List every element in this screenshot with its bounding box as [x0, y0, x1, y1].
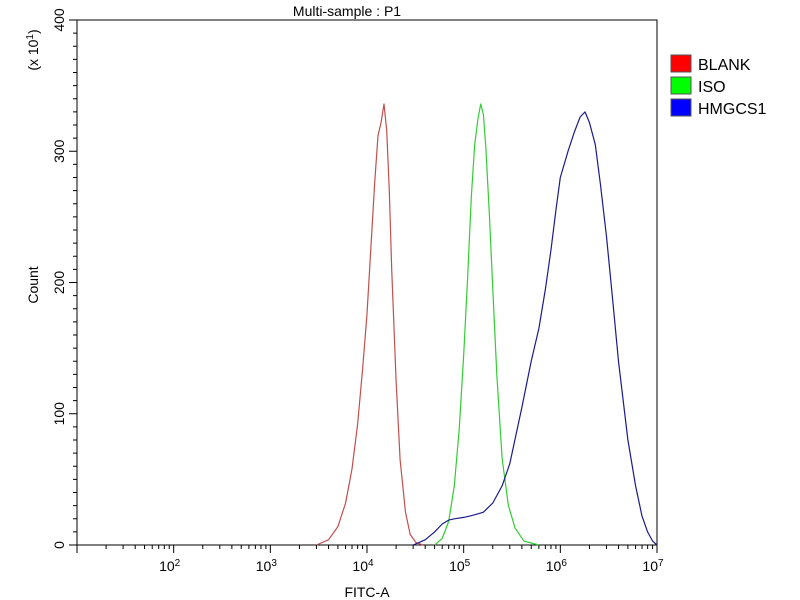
x-axis: 102 103 104 105 106 107: [76, 545, 664, 575]
legend-label-hmgcs1: HMGCS1: [698, 101, 767, 118]
x-tick-label: 104: [352, 558, 374, 575]
x-tick-base: 10: [546, 558, 562, 574]
y-axis-label: Count: [25, 266, 41, 303]
y-tick-label: 100: [51, 402, 67, 426]
legend-swatch-iso: [670, 76, 692, 95]
x-tick-label: 107: [642, 558, 664, 575]
series-curves: [316, 103, 658, 546]
x-axis-label: FITC-A: [344, 584, 390, 600]
legend-swatch-hmgcs1: [670, 98, 692, 117]
x-tick-exponent: 3: [271, 558, 277, 569]
series-line-hmgcs1: [412, 111, 658, 546]
x-tick-label: 105: [449, 558, 471, 575]
x-tick-base: 10: [159, 558, 175, 574]
series-line-blank: [316, 103, 424, 546]
x-tick-exponent: 4: [368, 558, 374, 569]
x-tick-label: 102: [159, 558, 181, 575]
y-multiplier-label: (x 101): [25, 29, 42, 70]
y-tick-label: 0: [51, 541, 67, 549]
legend: BLANK ISO HMGCS1: [670, 54, 767, 118]
series-line-iso: [434, 103, 540, 546]
plot-frame: [76, 19, 658, 546]
x-tick-base: 10: [256, 558, 272, 574]
chart-title: Multi-sample : P1: [293, 3, 401, 19]
x-tick-exponent: 6: [561, 558, 567, 569]
x-tick-base: 10: [449, 558, 465, 574]
y-multiplier-text: (x 10: [25, 39, 41, 70]
y-multiplier-exponent: 1: [25, 34, 36, 40]
y-tick-label: 200: [51, 271, 67, 295]
y-tick-label: 300: [51, 139, 67, 163]
plot-area: [76, 19, 658, 546]
x-tick-exponent: 7: [658, 558, 664, 569]
x-tick-label: 103: [256, 558, 278, 575]
x-tick-exponent: 5: [465, 558, 471, 569]
y-axis: 0 100 200 300 400: [51, 8, 77, 549]
x-tick-base: 10: [352, 558, 368, 574]
legend-swatch-blank: [670, 54, 692, 73]
y-tick-label: 400: [51, 8, 67, 32]
x-tick-label: 106: [546, 558, 568, 575]
x-tick-exponent: 2: [175, 558, 181, 569]
legend-label-iso: ISO: [698, 79, 726, 96]
y-multiplier-close: ): [25, 29, 41, 34]
x-tick-base: 10: [642, 558, 658, 574]
legend-label-blank: BLANK: [698, 57, 751, 74]
